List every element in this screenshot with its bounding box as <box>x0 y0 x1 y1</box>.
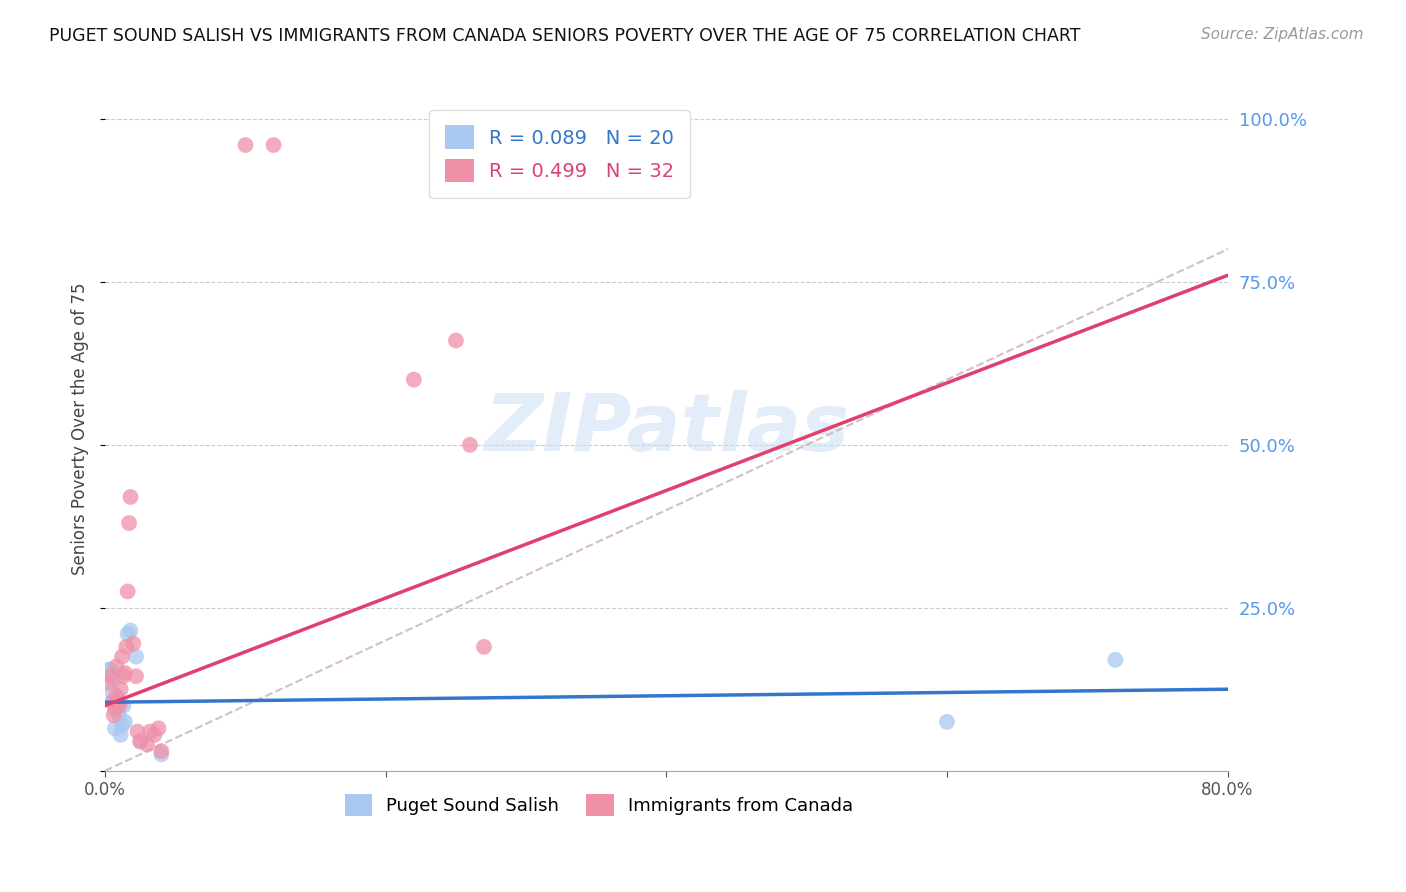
Point <box>458 438 481 452</box>
Point <box>105 689 128 703</box>
Point <box>104 722 127 736</box>
Point <box>110 682 132 697</box>
Point <box>118 516 141 530</box>
Point <box>122 637 145 651</box>
Point <box>97 663 120 677</box>
Point <box>936 714 959 729</box>
Point <box>129 734 152 748</box>
Point <box>111 649 134 664</box>
Point <box>105 698 128 713</box>
Point <box>103 673 125 687</box>
Point <box>108 698 131 713</box>
Point <box>117 584 139 599</box>
Text: PUGET SOUND SALISH VS IMMIGRANTS FROM CANADA SENIORS POVERTY OVER THE AGE OF 75 : PUGET SOUND SALISH VS IMMIGRANTS FROM CA… <box>49 27 1081 45</box>
Point <box>120 490 142 504</box>
Point <box>235 138 257 153</box>
Point <box>104 702 127 716</box>
Point <box>112 698 135 713</box>
Point <box>100 663 122 677</box>
Point <box>125 649 148 664</box>
Point <box>114 714 136 729</box>
Point <box>117 627 139 641</box>
Point <box>129 734 152 748</box>
Point <box>103 708 125 723</box>
Point <box>1104 653 1126 667</box>
Point <box>136 738 159 752</box>
Point <box>101 695 124 709</box>
Legend: Puget Sound Salish, Immigrants from Canada: Puget Sound Salish, Immigrants from Cana… <box>337 787 860 823</box>
Point <box>444 334 467 348</box>
Point <box>101 685 124 699</box>
Point <box>120 624 142 638</box>
Text: Source: ZipAtlas.com: Source: ZipAtlas.com <box>1201 27 1364 42</box>
Point <box>105 659 128 673</box>
Point <box>402 373 425 387</box>
Point <box>143 728 166 742</box>
Y-axis label: Seniors Poverty Over the Age of 75: Seniors Poverty Over the Age of 75 <box>72 282 89 574</box>
Point <box>150 747 173 762</box>
Point <box>114 665 136 680</box>
Point <box>472 640 495 654</box>
Point <box>115 640 138 654</box>
Point <box>112 669 135 683</box>
Point <box>111 718 134 732</box>
Point <box>150 744 173 758</box>
Point <box>127 724 149 739</box>
Point <box>125 669 148 683</box>
Point <box>107 695 129 709</box>
Point <box>110 728 132 742</box>
Point <box>107 692 129 706</box>
Point <box>97 675 120 690</box>
Point <box>148 722 170 736</box>
Point <box>263 138 285 153</box>
Point <box>139 724 162 739</box>
Point <box>100 669 122 683</box>
Text: ZIPatlas: ZIPatlas <box>484 390 849 467</box>
Point <box>108 698 131 713</box>
Point <box>108 708 131 723</box>
